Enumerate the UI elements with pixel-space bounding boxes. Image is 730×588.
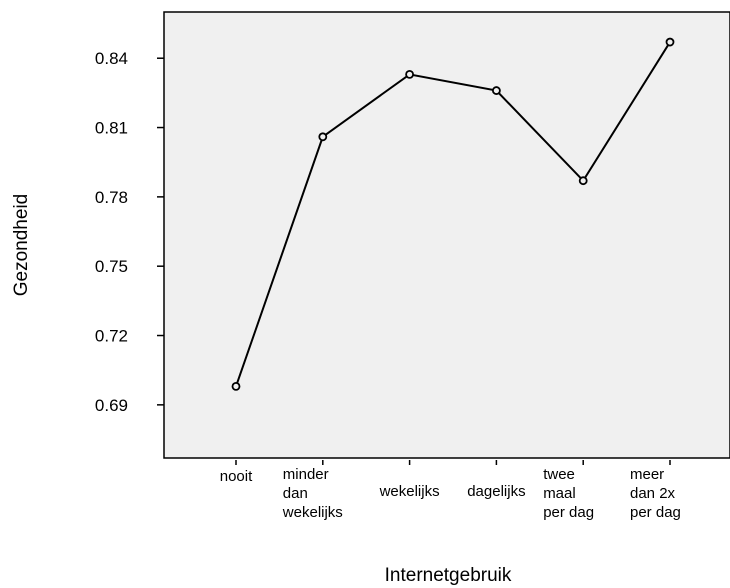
data-point (665, 37, 675, 47)
x-tick-label: dagelijks (467, 483, 525, 500)
y-axis-title: Gezondheid (11, 194, 32, 296)
x-tick-label: twee maal per dag (543, 466, 594, 521)
data-point (405, 69, 415, 79)
x-tick-label: meer dan 2x per dag (630, 466, 681, 521)
y-tick-label: 0.78 (95, 188, 128, 207)
y-tick-label: 0.81 (95, 119, 128, 138)
y-tick-label: 0.84 (95, 49, 128, 68)
data-points (231, 37, 675, 391)
data-point (578, 176, 588, 186)
x-tick-label: minder dan wekelijks (282, 466, 343, 521)
y-tick-label: 0.69 (95, 396, 128, 415)
data-point (231, 381, 241, 391)
data-point (491, 86, 501, 95)
y-axis-ticks: 0.69 0.72 0.75 0.78 0.81 0.84 (95, 49, 164, 415)
x-axis-ticks: nooit minder dan wekelijks wekelijks dagelijk… (220, 460, 681, 521)
x-axis-title: Internetgebruik (385, 565, 512, 586)
plot-area (163, 11, 730, 459)
x-tick-label: nooit (220, 468, 253, 485)
data-point (318, 132, 328, 142)
x-tick-label: wekelijks (379, 483, 440, 500)
y-tick-label: 0.72 (95, 327, 128, 346)
series-line (235, 41, 671, 387)
y-tick-label: 0.75 (95, 257, 128, 276)
